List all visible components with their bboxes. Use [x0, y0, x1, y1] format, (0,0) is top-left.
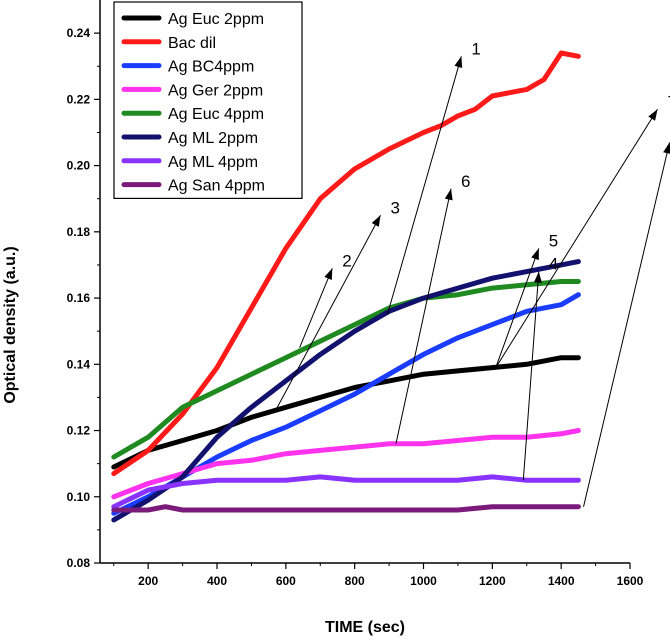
- annotation-arrowhead: [454, 56, 463, 68]
- x-axis-title: TIME (sec): [325, 619, 405, 636]
- annotation-label: 2: [342, 251, 351, 270]
- y-tick-label: 0.12: [67, 424, 91, 438]
- annotation-arrow-line: [386, 56, 462, 315]
- series-lines: [111, 50, 581, 523]
- annotation-arrowhead: [531, 248, 539, 261]
- x-tick-label: 600: [276, 574, 296, 588]
- annotation-label: 6: [461, 172, 470, 191]
- legend-label: Ag Ger 2ppm: [168, 82, 263, 99]
- legend-label: Ag ML 2ppm: [168, 130, 258, 147]
- y-tick-label: 0.24: [67, 26, 91, 40]
- x-tick-label: 800: [345, 574, 365, 588]
- y-tick-label: 0.20: [67, 159, 91, 173]
- x-tick-label: 1400: [548, 574, 575, 588]
- y-tick-label: 0.22: [67, 92, 91, 106]
- annotation-arrowhead: [663, 142, 670, 154]
- x-tick-label: 400: [207, 574, 227, 588]
- annotation-arrowhead: [648, 109, 658, 121]
- annotation-arrow-line: [395, 188, 452, 444]
- series-line-8: [111, 504, 581, 513]
- annotation-arrows: 12345678: [275, 39, 670, 507]
- annotation-label: 5: [549, 231, 558, 250]
- annotation-label: 1: [471, 39, 480, 58]
- legend-box: [113, 1, 303, 199]
- legend-label: Ag ML 4ppm: [168, 154, 258, 171]
- y-tick-label: 0.14: [67, 357, 91, 371]
- annotation-arrow-line: [275, 215, 381, 411]
- annotation-arrow-line: [522, 271, 540, 481]
- series-line-1: [111, 355, 581, 470]
- annotation-arrowhead: [371, 215, 381, 227]
- series-line-7: [111, 474, 581, 510]
- x-tick-label: 1200: [479, 574, 506, 588]
- y-tick-label: 0.18: [67, 225, 91, 239]
- legend-label: Ag Euc 4ppm: [168, 106, 264, 123]
- annotation-label: 7: [668, 92, 670, 111]
- annotation-arrowhead: [444, 188, 453, 201]
- legend-label: Ag BC4ppm: [168, 59, 254, 76]
- axes: 200 400 600 800 1000 1200 1400 1600 0.08 0.10 0.12…: [67, 0, 644, 588]
- y-tick-label: 0.10: [67, 490, 91, 504]
- x-tick-label: 1000: [410, 574, 437, 588]
- series-line-5: [111, 279, 581, 460]
- x-tick-label: 200: [138, 574, 158, 588]
- annotation-arrow-line: [583, 142, 670, 507]
- y-tick-label: 0.08: [67, 556, 91, 570]
- legend: Ag Euc 2ppm Bac dil Ag BC4ppm Ag Ger 2ppm Ag…: [113, 1, 303, 199]
- annotation-arrow-line: [299, 268, 333, 348]
- annotation-label: 4: [549, 255, 558, 274]
- x-tick-label: 1600: [617, 574, 644, 588]
- legend-label: Ag Euc 2ppm: [168, 11, 264, 28]
- legend-label: Bac dil: [168, 35, 216, 52]
- series-line-4: [111, 428, 581, 500]
- annotation-arrow-line: [495, 109, 658, 368]
- y-tick-label: 0.16: [67, 291, 91, 305]
- annotation-arrowhead: [533, 271, 542, 283]
- annotation-label: 3: [390, 198, 399, 217]
- series-line-2: [111, 50, 581, 477]
- annotation-arrow-line: [495, 248, 540, 368]
- y-axis-title: Optical density (a.u.): [2, 246, 19, 403]
- legend-label: Ag San 4ppm: [168, 178, 265, 195]
- series-line-6: [111, 259, 581, 523]
- annotation-arrowhead: [324, 268, 333, 280]
